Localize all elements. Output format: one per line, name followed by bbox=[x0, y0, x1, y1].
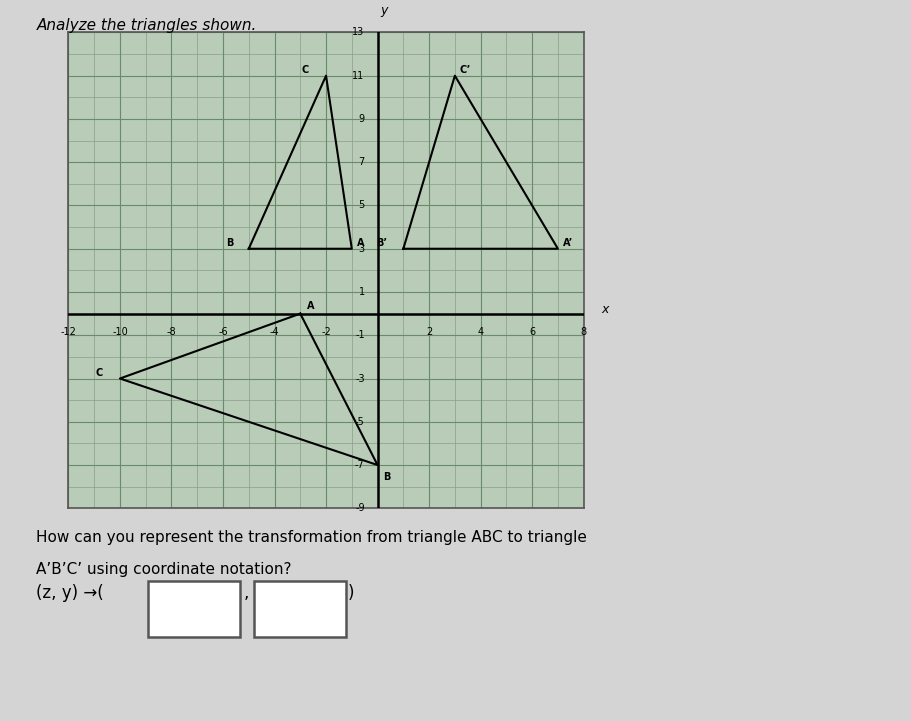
Text: -6: -6 bbox=[218, 327, 228, 337]
Text: B: B bbox=[383, 472, 390, 482]
Text: 6: 6 bbox=[528, 327, 535, 337]
Text: C: C bbox=[96, 368, 103, 378]
Text: 1: 1 bbox=[358, 287, 364, 297]
Text: Analyze the triangles shown.: Analyze the triangles shown. bbox=[36, 18, 257, 33]
Text: How can you represent the transformation from triangle ABC to triangle: How can you represent the transformation… bbox=[36, 530, 587, 545]
Text: 11: 11 bbox=[352, 71, 364, 81]
Text: 13: 13 bbox=[352, 27, 364, 37]
Text: B’: B’ bbox=[375, 239, 386, 248]
Text: A’B’C’ using coordinate notation?: A’B’C’ using coordinate notation? bbox=[36, 562, 292, 578]
Text: C’: C’ bbox=[459, 66, 470, 75]
Text: 8: 8 bbox=[580, 327, 586, 337]
Text: -4: -4 bbox=[270, 327, 279, 337]
FancyBboxPatch shape bbox=[254, 581, 345, 637]
Text: -9: -9 bbox=[354, 503, 364, 513]
Text: (z, y) →(: (z, y) →( bbox=[36, 584, 104, 602]
Text: A: A bbox=[357, 239, 364, 248]
Text: A: A bbox=[306, 301, 314, 311]
Text: -10: -10 bbox=[112, 327, 128, 337]
Text: B: B bbox=[226, 239, 233, 248]
Text: ,: , bbox=[244, 584, 249, 602]
Text: -1: -1 bbox=[354, 330, 364, 340]
FancyBboxPatch shape bbox=[148, 581, 240, 637]
Text: -12: -12 bbox=[60, 327, 77, 337]
Text: 3: 3 bbox=[358, 244, 364, 254]
Text: A’: A’ bbox=[562, 239, 573, 248]
Text: ): ) bbox=[348, 584, 354, 602]
Text: -5: -5 bbox=[354, 417, 364, 427]
Text: 7: 7 bbox=[358, 157, 364, 167]
Text: 9: 9 bbox=[358, 114, 364, 124]
Text: -7: -7 bbox=[354, 460, 364, 470]
Text: 5: 5 bbox=[358, 200, 364, 211]
Text: x: x bbox=[601, 303, 609, 316]
Text: -3: -3 bbox=[354, 373, 364, 384]
Text: C: C bbox=[302, 66, 309, 75]
Text: 2: 2 bbox=[425, 327, 432, 337]
Text: -2: -2 bbox=[321, 327, 331, 337]
Text: y: y bbox=[380, 4, 387, 17]
Text: -8: -8 bbox=[167, 327, 176, 337]
Text: 4: 4 bbox=[477, 327, 483, 337]
